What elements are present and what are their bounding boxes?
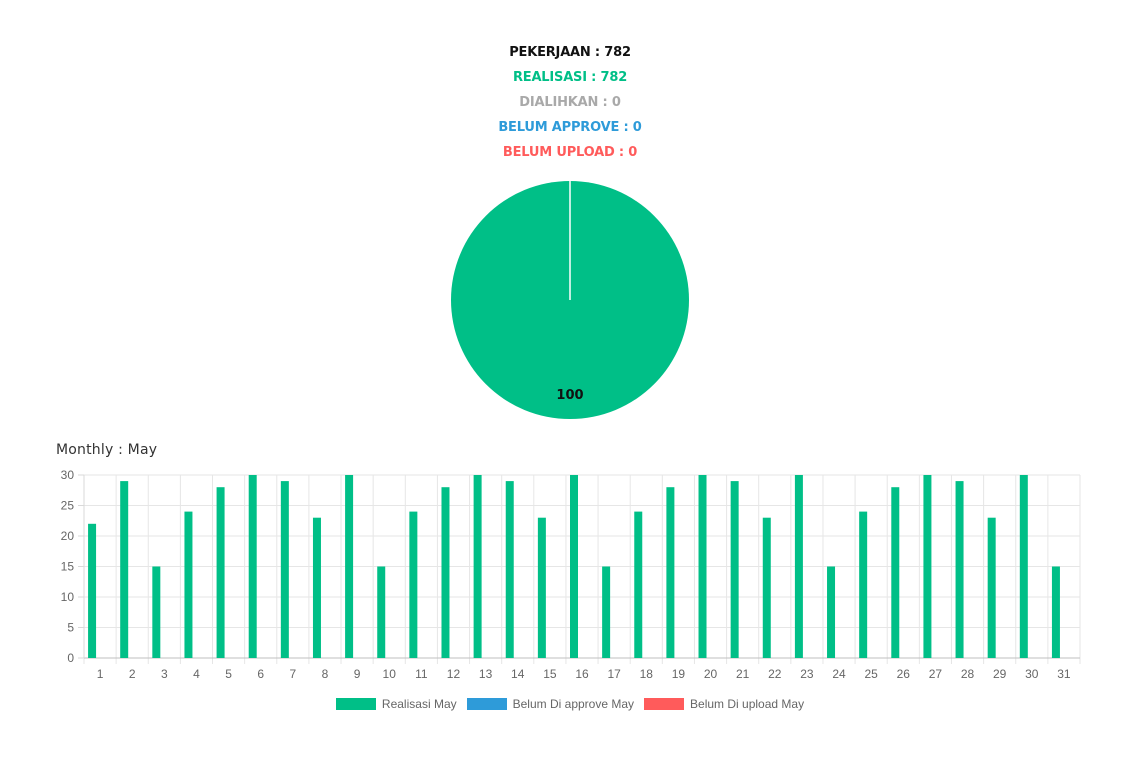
bar-realisasi-may-5[interactable] xyxy=(216,487,225,658)
bar-realisasi-may-31[interactable] xyxy=(1051,566,1060,659)
x-tick-label: 14 xyxy=(511,667,525,681)
x-tick-label: 16 xyxy=(575,667,589,681)
legend-swatch xyxy=(644,698,685,710)
bar-realisasi-may-27[interactable] xyxy=(923,475,932,658)
bar-realisasi-may-17[interactable] xyxy=(602,566,611,659)
x-tick-label: 5 xyxy=(225,667,232,681)
bar-realisasi-may-15[interactable] xyxy=(537,517,546,658)
y-tick-label: 0 xyxy=(67,651,74,665)
x-tick-label: 12 xyxy=(447,667,461,681)
bar-realisasi-may-10[interactable] xyxy=(377,566,386,659)
legend-swatch xyxy=(466,698,507,710)
x-tick-label: 19 xyxy=(672,667,686,681)
legend-item[interactable]: Realisasi May xyxy=(335,697,457,711)
bar-realisasi-may-3[interactable] xyxy=(152,566,161,659)
y-tick-label: 10 xyxy=(61,590,75,604)
x-tick-label: 23 xyxy=(800,667,814,681)
chart-legend[interactable]: Realisasi May Belum Di approve May Belum D… xyxy=(0,697,1140,711)
x-tick-label: 4 xyxy=(193,667,200,681)
belum-upload-total: BELUM UPLOAD : 0 xyxy=(502,145,638,160)
legend-label: Belum Di upload May xyxy=(690,697,805,711)
x-tick-label: 31 xyxy=(1057,667,1071,681)
x-tick-label: 13 xyxy=(479,667,493,681)
bar-realisasi-may-8[interactable] xyxy=(312,517,321,658)
monthly-title: Monthly : May xyxy=(56,442,158,458)
bar-realisasi-may-13[interactable] xyxy=(473,475,482,658)
x-tick-label: 3 xyxy=(161,667,168,681)
bar-realisasi-may-24[interactable] xyxy=(827,566,836,659)
x-tick-label: 15 xyxy=(543,667,557,681)
x-tick-label: 7 xyxy=(289,667,296,681)
y-tick-label: 30 xyxy=(61,468,75,482)
x-tick-label: 8 xyxy=(322,667,329,681)
pie-data-label: 100 xyxy=(556,388,583,403)
legend-label: Realisasi May xyxy=(381,697,457,711)
x-tick-label: 22 xyxy=(768,667,782,681)
legend-item[interactable]: Belum Di approve May xyxy=(466,697,635,711)
bar-realisasi-may-11[interactable] xyxy=(409,511,418,658)
x-tick-label: 27 xyxy=(929,667,943,681)
bar-realisasi-may-29[interactable] xyxy=(987,517,996,658)
x-tick-label: 1 xyxy=(97,667,104,681)
bar-realisasi-may-28[interactable] xyxy=(955,481,964,658)
x-tick-label: 6 xyxy=(257,667,264,681)
bar-realisasi-may-16[interactable] xyxy=(570,475,578,658)
x-tick-label: 30 xyxy=(1025,667,1039,681)
legend-item[interactable]: Belum Di upload May xyxy=(644,697,804,711)
bar-realisasi-may-22[interactable] xyxy=(762,517,771,658)
x-tick-label: 2 xyxy=(129,667,136,681)
bar-realisasi-may-2[interactable] xyxy=(120,481,129,658)
bar-realisasi-may-7[interactable] xyxy=(280,481,289,658)
x-tick-label: 11 xyxy=(415,667,428,681)
y-tick-label: 15 xyxy=(61,560,75,574)
bar-realisasi-may-21[interactable] xyxy=(730,481,739,658)
bar-realisasi-may-9[interactable] xyxy=(345,475,354,658)
x-tick-label: 28 xyxy=(961,667,975,681)
pekerjaan-total: PEKERJAAN : 782 xyxy=(509,45,631,60)
bar-realisasi-may-4[interactable] xyxy=(184,511,193,658)
bar-realisasi-may-25[interactable] xyxy=(859,511,868,658)
legend-swatch xyxy=(335,698,376,710)
dialihkan-total: DIALIHKAN : 0 xyxy=(519,95,621,110)
x-tick-label: 18 xyxy=(640,667,654,681)
x-tick-label: 10 xyxy=(383,667,397,681)
bar-realisasi-may-23[interactable] xyxy=(794,475,803,658)
bar-realisasi-may-18[interactable] xyxy=(634,511,643,658)
realisasi-total: REALISASI : 782 xyxy=(512,70,628,85)
bar-realisasi-may-30[interactable] xyxy=(1019,475,1028,658)
legend-label: Belum Di approve May xyxy=(512,697,635,711)
bar-realisasi-may-6[interactable] xyxy=(248,475,257,658)
x-tick-label: 9 xyxy=(354,667,361,681)
x-tick-label: 24 xyxy=(832,667,846,681)
bar-realisasi-may-20[interactable] xyxy=(698,475,707,658)
y-tick-label: 5 xyxy=(67,621,74,635)
x-tick-label: 17 xyxy=(607,667,621,681)
x-tick-label: 26 xyxy=(897,667,911,681)
belum-approve-total: BELUM APPROVE : 0 xyxy=(498,120,642,135)
x-tick-label: 25 xyxy=(864,667,878,681)
y-tick-label: 20 xyxy=(61,529,75,543)
x-tick-label: 21 xyxy=(736,667,750,681)
pie-chart[interactable]: 100 xyxy=(440,170,700,430)
bar-realisasi-may-26[interactable] xyxy=(891,487,900,658)
bar-realisasi-may-12[interactable] xyxy=(441,487,450,658)
x-tick-label: 29 xyxy=(993,667,1007,681)
bar-realisasi-may-14[interactable] xyxy=(505,481,514,658)
bar-realisasi-may-1[interactable] xyxy=(88,523,97,658)
bar-realisasi-may-19[interactable] xyxy=(666,487,675,658)
y-tick-label: 25 xyxy=(61,499,75,513)
x-tick-label: 20 xyxy=(704,667,718,681)
summary-header: PEKERJAAN : 782 REALISASI : 782 DIALIHKA… xyxy=(0,40,1140,165)
